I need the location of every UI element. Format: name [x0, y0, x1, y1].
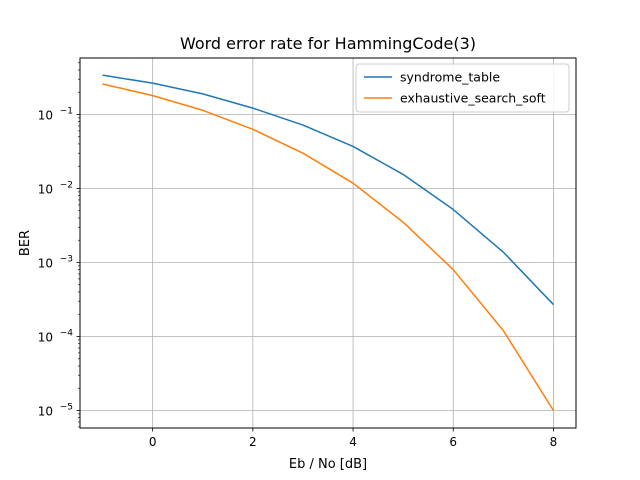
x-tick-label: 4	[349, 435, 357, 449]
y-tick-label-base: 10	[38, 256, 53, 270]
x-tick-label: 6	[449, 435, 457, 449]
y-tick-label-base: 10	[38, 182, 53, 196]
legend-label: exhaustive_search_soft	[400, 91, 546, 106]
y-tick-label-base: 10	[38, 108, 53, 122]
y-tick-label: −3 10	[38, 254, 73, 270]
y-axis-label: BER	[18, 230, 33, 256]
y-tick-label-base: 10	[38, 330, 53, 344]
y-tick-label-exponent: −5	[60, 402, 73, 412]
legend-box	[355, 63, 570, 113]
plot-frame	[79, 57, 577, 429]
legend-label: syndrome_table	[400, 70, 500, 85]
y-tick-label-exponent: −1	[60, 106, 73, 116]
y-tick-label-exponent: −2	[60, 180, 73, 190]
x-tick-label: 0	[149, 435, 157, 449]
y-tick-label: −1 10	[38, 106, 73, 122]
x-axis-label: Eb / No [dB]	[289, 457, 367, 472]
x-tick-label: 2	[249, 435, 257, 449]
y-tick-label-exponent: −4	[60, 328, 74, 338]
y-tick-label-exponent: −3	[60, 254, 73, 264]
x-tick-label: 8	[550, 435, 558, 449]
series-lines	[102, 74, 555, 411]
legend: syndrome_table exhaustive_search_soft	[355, 63, 570, 113]
y-tick-label: −4 10	[38, 328, 74, 344]
chart-title: Word error rate for HammingCode(3)	[180, 34, 476, 53]
y-tick-label-base: 10	[38, 404, 53, 418]
y-tick-label: −5 10	[38, 402, 73, 418]
series-line-exhaustive-search-soft	[102, 83, 555, 411]
y-axis: −5 10 −4 10 −3 10 −2 10 −1 10	[38, 62, 80, 428]
series-line-syndrome-table	[102, 74, 554, 306]
grid	[80, 58, 576, 428]
y-tick-label: −2 10	[38, 180, 73, 196]
x-axis: 0 2 4 6 8	[149, 428, 557, 449]
